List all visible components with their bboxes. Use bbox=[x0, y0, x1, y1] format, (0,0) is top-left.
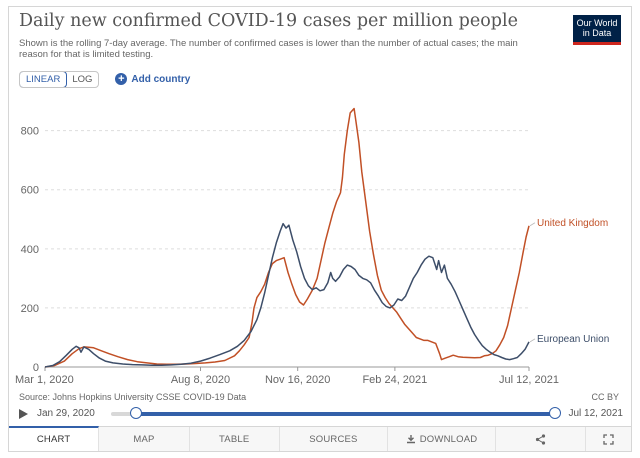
license-text[interactable]: CC BY bbox=[591, 392, 619, 402]
download-icon bbox=[406, 435, 415, 444]
log-scale-button[interactable]: LOG bbox=[72, 73, 93, 85]
series-line-united-kingdom bbox=[44, 107, 530, 368]
legend-label-united-kingdom: United Kingdom bbox=[537, 218, 608, 229]
tab-table[interactable]: TABLE bbox=[190, 427, 280, 451]
logo-line2: in Data bbox=[582, 28, 612, 38]
add-country-label: Add country bbox=[131, 73, 191, 85]
legend-leader-united-kingdom bbox=[529, 222, 536, 227]
plus-icon: + bbox=[115, 73, 128, 85]
chart-title: Daily new confirmed COVID-19 cases per m… bbox=[19, 11, 518, 31]
logo-line1: Our World bbox=[576, 18, 618, 28]
scale-controls: LINEAR LOG + Add country bbox=[19, 70, 190, 88]
legend-label-european-union: European Union bbox=[537, 334, 609, 345]
share-button[interactable] bbox=[496, 427, 587, 451]
timeline-selected-range bbox=[135, 412, 555, 416]
tab-sources[interactable]: SOURCES bbox=[280, 427, 388, 451]
share-icon bbox=[536, 433, 546, 445]
timeline: Jan 29, 2020 Jul 12, 2021 bbox=[19, 405, 623, 423]
x-tick-label: Jul 12, 2021 bbox=[499, 374, 559, 386]
tab-download[interactable]: DOWNLOAD bbox=[388, 427, 497, 451]
line-chart: 0 200 400 600 800 Mar 1, 2020 Aug 8, 2020 Nov 1… bbox=[15, 107, 609, 386]
chart-frame: Daily new confirmed COVID-19 cases per m… bbox=[8, 6, 632, 452]
owid-logo[interactable]: Our World in Data bbox=[573, 15, 621, 45]
logo-accent-bar bbox=[573, 42, 621, 45]
y-tick-label: 400 bbox=[21, 244, 39, 256]
x-tick-label: Nov 16, 2020 bbox=[265, 374, 330, 386]
y-tick-label: 200 bbox=[21, 303, 39, 315]
timeline-start-handle[interactable] bbox=[129, 407, 142, 419]
timeline-end-label: Jul 12, 2021 bbox=[568, 408, 624, 419]
x-tick-label: Feb 24, 2021 bbox=[362, 374, 427, 386]
scale-toggle: LINEAR LOG bbox=[19, 70, 100, 88]
source-text[interactable]: Source: Johns Hopkins University CSSE CO… bbox=[19, 392, 247, 402]
tab-bar: CHART MAP TABLE SOURCES DOWNLOAD bbox=[9, 426, 631, 451]
series-line-european-union bbox=[44, 222, 530, 368]
timeline-end-handle[interactable] bbox=[549, 407, 561, 419]
x-tick-label: Mar 1, 2020 bbox=[15, 374, 74, 386]
x-tick-label: Aug 8, 2020 bbox=[171, 374, 230, 386]
timeline-start-label: Jan 29, 2020 bbox=[37, 408, 95, 419]
play-icon[interactable] bbox=[19, 409, 28, 419]
chart-subtitle: Shown is the rolling 7-day average. The … bbox=[19, 38, 518, 60]
y-tick-label: 0 bbox=[33, 362, 39, 374]
y-tick-label: 800 bbox=[21, 126, 39, 138]
tab-download-label: DOWNLOAD bbox=[419, 433, 478, 445]
y-tick-label: 600 bbox=[21, 185, 39, 197]
fullscreen-button[interactable] bbox=[586, 427, 631, 451]
legend-leader-european-union bbox=[529, 338, 536, 343]
add-country-button[interactable]: + Add country bbox=[115, 73, 190, 85]
fullscreen-icon bbox=[603, 433, 614, 445]
tab-map[interactable]: MAP bbox=[99, 427, 190, 451]
linear-scale-button[interactable]: LINEAR bbox=[20, 71, 68, 87]
tab-chart[interactable]: CHART bbox=[9, 426, 100, 451]
